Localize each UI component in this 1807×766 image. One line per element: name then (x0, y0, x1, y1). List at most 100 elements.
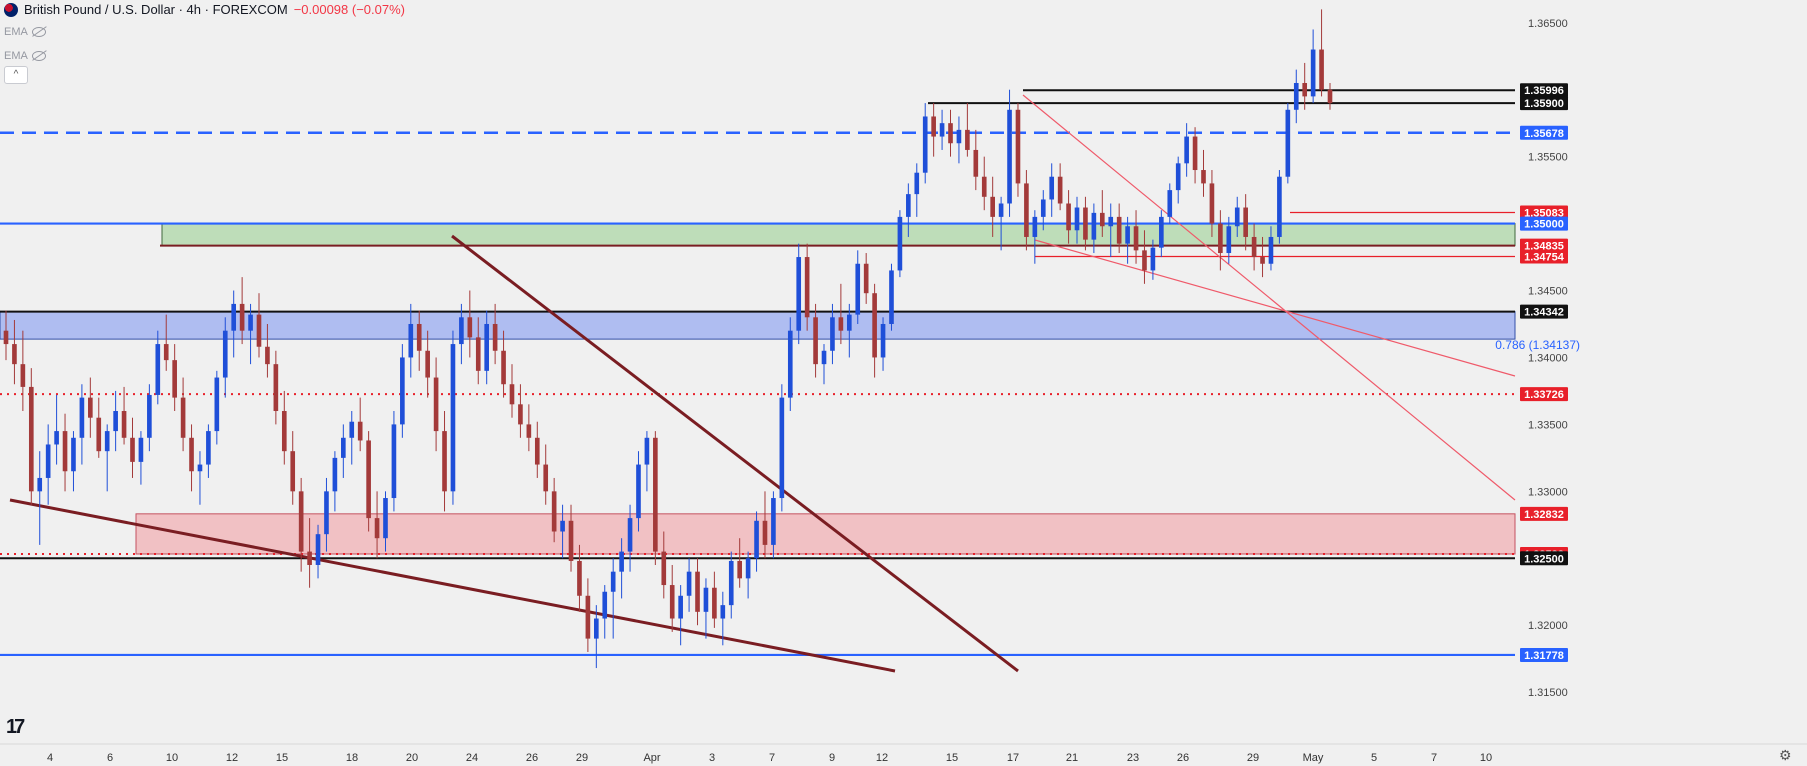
candle (830, 303, 835, 365)
currency-flag-icon (4, 2, 18, 17)
candle-body (838, 317, 844, 331)
candle (889, 263, 894, 331)
candle-body (163, 344, 169, 361)
x-tick-label: 7 (1431, 752, 1437, 764)
candle-body (189, 437, 194, 472)
zone-red (135, 513, 1516, 555)
candle-body (922, 116, 928, 173)
candle-body (872, 293, 877, 358)
price-label-bg (1520, 551, 1568, 566)
candle (906, 183, 911, 237)
candle-body (602, 591, 608, 619)
x-tick-label: 23 (1127, 752, 1139, 764)
candle (71, 431, 76, 492)
candle (560, 504, 565, 559)
candle (366, 431, 371, 532)
candle (104, 424, 110, 492)
candle (745, 551, 751, 599)
candle-body (332, 457, 338, 492)
candle-body (1268, 236, 1274, 264)
candle (585, 578, 591, 652)
candle (1184, 123, 1189, 177)
collapse-indicators-button[interactable]: ^ (4, 66, 28, 84)
candle-body (889, 270, 894, 324)
candle-body (1226, 226, 1232, 254)
candle-body (37, 477, 43, 492)
candle (897, 210, 903, 278)
x-tick-label: 29 (576, 752, 588, 764)
indicator-row-ema-1[interactable]: EMA (4, 26, 46, 38)
price-label-bg (1520, 238, 1568, 253)
candle-body (1159, 216, 1164, 248)
candle-body (1192, 136, 1198, 171)
candle-body (1133, 226, 1139, 251)
candle (787, 317, 793, 412)
candle-body (577, 560, 582, 596)
price-label-bg (1520, 205, 1568, 220)
candle-body (948, 123, 953, 144)
candle (307, 518, 312, 588)
candle-body (79, 397, 85, 438)
candle-body (459, 317, 464, 345)
price-labels-layer: 1.359961.359001.356781.350831.350001.348… (1520, 83, 1568, 662)
candle-body (180, 397, 186, 438)
candle-body (214, 377, 220, 432)
indicator-label: EMA (4, 26, 28, 38)
candle-body (172, 360, 177, 398)
candle-body (408, 323, 414, 358)
candle (1040, 190, 1046, 231)
candle-body (593, 618, 599, 639)
candle-body (1040, 199, 1046, 217)
candle (1083, 196, 1088, 251)
candle (872, 283, 877, 378)
candle-body (307, 551, 312, 565)
candle (720, 591, 726, 646)
candle (1057, 163, 1063, 211)
candle-body (771, 498, 776, 545)
candle-body (880, 323, 886, 358)
candle (475, 317, 481, 385)
candle (180, 377, 186, 452)
candle (627, 504, 633, 572)
candle (695, 558, 700, 626)
indicator-row-ema-2[interactable]: EMA (4, 50, 46, 62)
candle-body (231, 303, 237, 331)
y-tick-label: 1.33000 (1528, 486, 1568, 498)
candle-body (28, 386, 34, 492)
candle (315, 524, 321, 579)
candle (855, 250, 861, 324)
candle (653, 431, 658, 565)
y-tick-label: 1.33500 (1528, 419, 1568, 431)
candle-body (1167, 190, 1173, 217)
candle (1150, 239, 1156, 280)
candle (79, 384, 85, 465)
hidden-eye-icon[interactable] (31, 51, 46, 61)
candle (501, 330, 506, 398)
candle (804, 243, 810, 331)
candle (1243, 194, 1248, 251)
price-label: 1.35083 (1524, 207, 1564, 219)
y-tick-label: 1.35500 (1528, 152, 1568, 164)
price-label-bg (1520, 506, 1568, 521)
symbol-title[interactable]: British Pound / U.S. Dollar · 4h · FOREX… (24, 2, 288, 17)
candle-body (610, 571, 616, 592)
candle-body (931, 116, 936, 137)
candle-body (104, 431, 110, 452)
candle (610, 558, 616, 639)
candle-body (534, 437, 540, 465)
gear-icon[interactable]: ⚙ (1779, 747, 1792, 763)
candle (467, 290, 473, 358)
candle (163, 314, 169, 371)
candle-body (965, 129, 970, 150)
candle (686, 558, 692, 612)
candle-body (492, 323, 498, 351)
candle-body (543, 464, 549, 492)
candle-body (518, 404, 523, 425)
candle (1251, 223, 1257, 271)
hidden-eye-icon[interactable] (31, 27, 46, 37)
candle-body (762, 520, 768, 545)
candle-body (846, 314, 852, 331)
candle-body (315, 534, 321, 565)
